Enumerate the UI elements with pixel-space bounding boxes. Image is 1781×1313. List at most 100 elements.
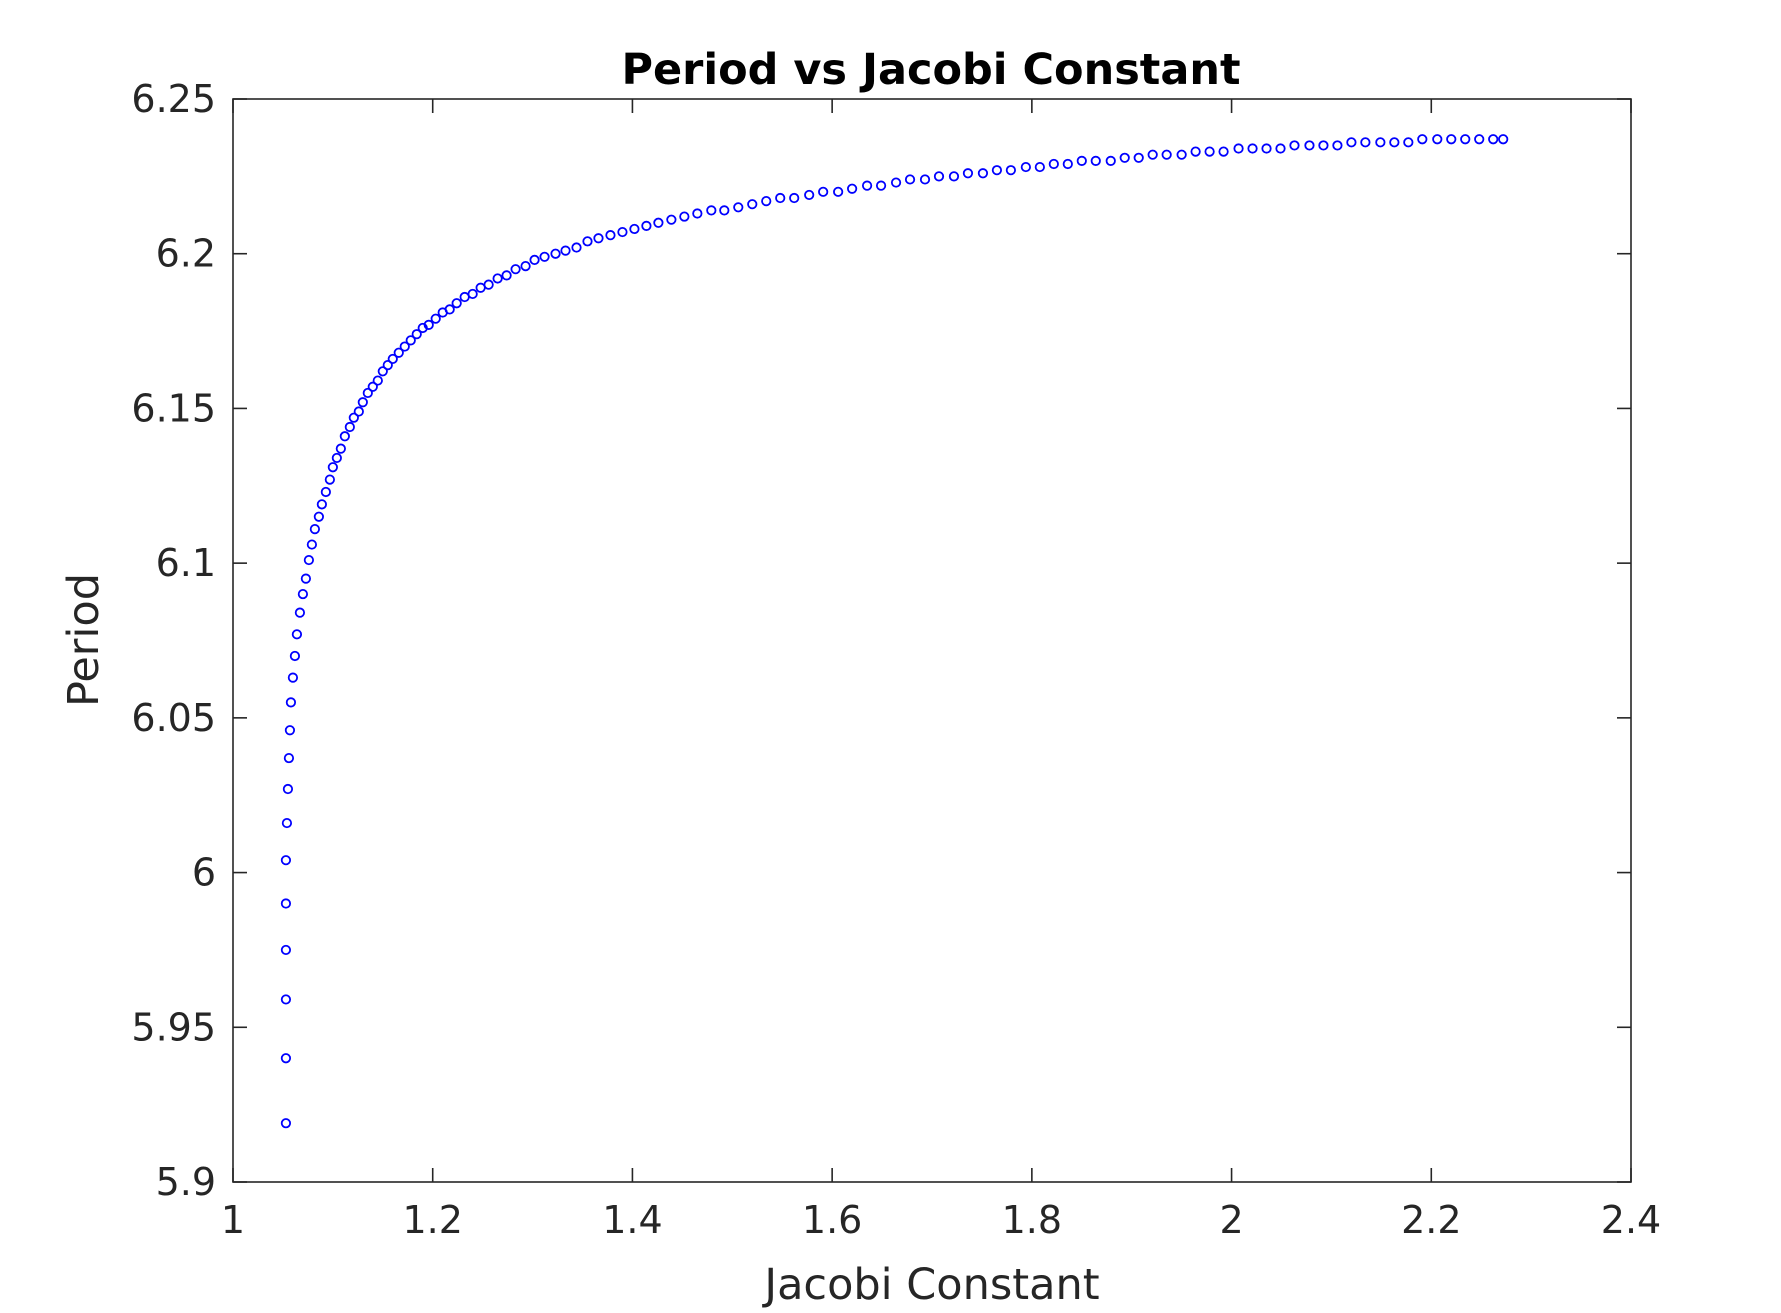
data-point (904, 174, 916, 185)
data-point (818, 186, 829, 197)
data-point (327, 462, 338, 473)
data-point (560, 245, 571, 256)
data-point (948, 171, 960, 182)
data-point (1005, 165, 1016, 176)
data-point (357, 397, 368, 408)
data-point (666, 214, 677, 225)
data-point (280, 898, 292, 909)
plot-area: 1 1.2 1.4 1.6 1.8 2 2.2 2.4 5.9 5.95 6 6.05 6.1 6.15… (131, 77, 1661, 1242)
y-tick-label: 6.2 (156, 232, 216, 276)
data-point (653, 217, 664, 228)
y-axis-label: Period (59, 573, 109, 707)
data-point (617, 226, 628, 238)
data-point (1176, 149, 1187, 160)
data-point (1090, 155, 1101, 166)
data-point (733, 202, 744, 213)
data-point (344, 421, 355, 433)
data-point (320, 486, 331, 498)
data-point (1460, 134, 1471, 145)
data-point (761, 196, 772, 207)
data-point (309, 524, 320, 535)
data-point (1318, 140, 1329, 151)
data-point (492, 273, 503, 284)
y-tick-label: 6.25 (131, 77, 216, 121)
data-point (775, 192, 786, 204)
data-point (991, 165, 1003, 176)
data-point (387, 353, 398, 365)
data-point (1020, 161, 1031, 173)
data-point (593, 233, 604, 244)
data-point (919, 174, 931, 185)
data-point (510, 264, 521, 275)
data-point (444, 304, 455, 315)
x-tick-label: 2 (1219, 1198, 1243, 1242)
data-point (890, 177, 902, 188)
data-point (1076, 155, 1087, 166)
data-point (719, 205, 730, 216)
data-point (933, 171, 945, 182)
data-point (747, 199, 758, 210)
data-point (284, 725, 296, 736)
data-point (692, 208, 703, 219)
data-point (331, 452, 342, 464)
y-tick-label: 6.15 (131, 386, 216, 430)
axes-frame (232, 98, 1632, 1183)
data-point (1417, 134, 1428, 145)
x-tick-label: 2.2 (1401, 1198, 1461, 1242)
data-point (348, 412, 359, 423)
data-point (367, 381, 378, 392)
data-point (875, 180, 887, 191)
data-point (282, 783, 294, 795)
data-point (300, 573, 311, 584)
x-tick-label: 1.2 (402, 1198, 462, 1242)
data-point (281, 817, 293, 829)
data-point (1161, 149, 1172, 160)
data-point (324, 474, 335, 485)
data-point (629, 223, 640, 235)
data-point (706, 205, 717, 216)
y-tick-label: 5.9 (156, 1160, 216, 1204)
data-point (1147, 149, 1158, 160)
x-axis-ticks: 1 1.2 1.4 1.6 1.8 2 2.2 2.4 (221, 99, 1661, 1242)
data-point (1446, 134, 1457, 145)
data-point (520, 260, 531, 272)
data-point (529, 254, 540, 266)
data-point (641, 220, 652, 231)
data-point (289, 650, 301, 662)
data-point (1218, 146, 1229, 157)
data-point (861, 180, 873, 191)
data-point (1105, 155, 1116, 166)
data-point (679, 211, 690, 222)
data-point (483, 279, 494, 290)
data-point (294, 607, 306, 618)
data-point (1062, 158, 1073, 170)
data-point (1488, 134, 1499, 145)
data-point (1332, 140, 1343, 151)
data-point (430, 313, 441, 324)
x-tick-label: 1.4 (602, 1198, 662, 1242)
data-point (1360, 137, 1371, 148)
data-point (306, 539, 317, 550)
y-tick-label: 5.95 (131, 1005, 216, 1049)
data-point (280, 994, 292, 1005)
data-point (1498, 134, 1509, 145)
data-point (399, 341, 410, 352)
data-point (1133, 152, 1144, 163)
data-point (280, 855, 292, 866)
x-tick-label: 1.8 (1002, 1198, 1062, 1242)
chart-title: Period vs Jacobi Constant (621, 45, 1240, 95)
data-point (1346, 137, 1357, 148)
data-point (550, 248, 561, 259)
data-point (1289, 140, 1300, 151)
data-point (291, 629, 303, 640)
data-point (1247, 143, 1258, 154)
data-point (1204, 146, 1215, 157)
data-point (1304, 140, 1315, 151)
data-point (1261, 143, 1272, 154)
data-point (1403, 137, 1414, 148)
data-point (1034, 161, 1045, 173)
data-point (303, 554, 314, 566)
data-point (582, 236, 593, 247)
